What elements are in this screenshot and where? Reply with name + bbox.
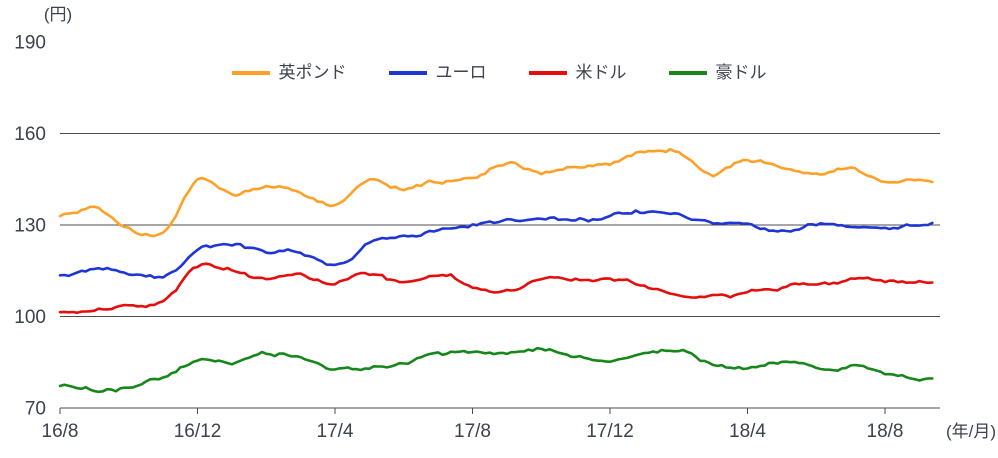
x-tick-16-8: 16/8 xyxy=(42,421,79,442)
series-line-0 xyxy=(58,147,934,238)
x-tick-17-8: 17/8 xyxy=(454,421,491,442)
series-lines xyxy=(58,147,934,394)
series-line-1 xyxy=(58,209,934,280)
y-tick-70: 70 xyxy=(25,398,46,419)
y-tick-130: 130 xyxy=(14,215,46,236)
y-tick-100: 100 xyxy=(14,307,46,328)
y-axis-tick-labels: 190 160 130 100 70 xyxy=(14,32,46,419)
y-axis-unit-label: (円) xyxy=(44,5,72,24)
x-tick-17-4: 17/4 xyxy=(317,421,354,442)
y-tick-160: 160 xyxy=(14,124,46,145)
x-tick-18-4: 18/4 xyxy=(729,421,766,442)
y-tick-190: 190 xyxy=(14,32,46,53)
x-tick-17-12: 17/12 xyxy=(586,421,634,442)
x-axis-unit-label: (年/月) xyxy=(946,422,996,441)
x-axis-tick-labels: 16/8 16/12 17/4 17/8 17/12 18/4 18/8 xyxy=(42,421,904,442)
series-line-3 xyxy=(58,346,934,394)
series-line-2 xyxy=(58,262,934,315)
x-tick-16-12: 16/12 xyxy=(174,421,222,442)
x-tick-18-8: 18/8 xyxy=(867,421,904,442)
gridlines xyxy=(59,133,940,414)
